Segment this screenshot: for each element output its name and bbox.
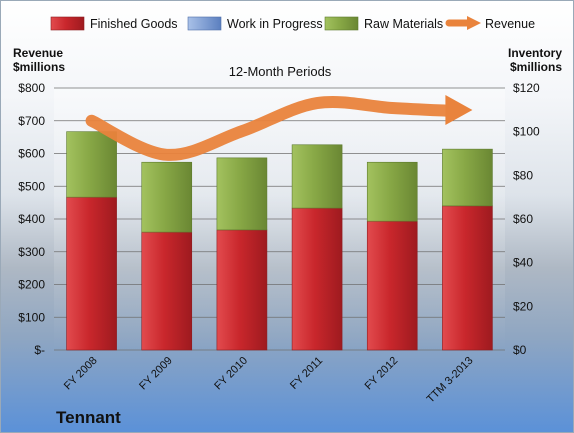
bar-finished-goods xyxy=(366,220,418,351)
right-tick-label: $40 xyxy=(513,256,533,270)
left-axis-ticks: $- $100 $200 $300 $400 $500 $600 $700 $800 xyxy=(18,81,45,357)
x-axis-ticks: FY 2008 FY 2009 FY 2010 FY 2011 FY 2012 TTM 3… xyxy=(62,355,476,406)
left-tick-label: $300 xyxy=(18,245,45,259)
left-tick-label: $700 xyxy=(18,114,45,128)
left-tick-label: $- xyxy=(34,343,45,357)
right-tick-label: $80 xyxy=(513,168,533,182)
legend-label-finished-goods: Finished Goods xyxy=(90,17,178,31)
x-tick-label: FY 2010 xyxy=(212,355,250,393)
left-tick-label: $200 xyxy=(18,278,45,292)
bar-finished-goods xyxy=(291,207,343,351)
left-tick-label: $500 xyxy=(18,179,45,193)
left-axis-title-line1: Revenue xyxy=(13,46,63,60)
x-tick-label: FY 2009 xyxy=(137,355,175,393)
x-tick-label: FY 2011 xyxy=(288,355,325,392)
legend-swatch-raw-materials xyxy=(324,16,359,31)
right-axis-title-line2: $millions xyxy=(510,60,562,74)
x-tick-label: FY 2008 xyxy=(62,355,100,393)
bar-finished-goods xyxy=(66,196,117,351)
chart-subtitle: 12-Month Periods xyxy=(229,64,332,79)
right-tick-label: $60 xyxy=(513,212,533,226)
revenue-line-group xyxy=(85,94,473,161)
bar-raw-materials xyxy=(216,157,268,231)
bar-raw-materials xyxy=(442,148,493,207)
bar-raw-materials xyxy=(366,161,418,222)
revenue-line-arrowhead xyxy=(445,94,473,125)
bars-group xyxy=(66,131,493,351)
bar-finished-goods xyxy=(442,205,493,351)
left-tick-label: $100 xyxy=(18,310,45,324)
bar-raw-materials xyxy=(291,144,343,209)
legend-swatch-work-in-progress xyxy=(187,16,222,31)
bar-raw-materials xyxy=(141,161,193,233)
right-axis-title-line1: Inventory xyxy=(508,46,562,60)
x-tick-label: FY 2012 xyxy=(363,355,401,393)
legend-swatch-finished-goods xyxy=(50,16,85,31)
right-tick-label: $120 xyxy=(513,81,540,95)
x-tick-label: TTM 3-2013 xyxy=(425,355,476,406)
left-axis-title-line2: $millions xyxy=(13,60,65,74)
legend-label-work-in-progress: Work in Progress xyxy=(227,17,323,31)
gridlines xyxy=(54,87,505,351)
company-name: Tennant xyxy=(56,408,121,427)
bar-finished-goods xyxy=(141,231,193,351)
left-tick-label: $800 xyxy=(18,81,45,95)
left-tick-label: $400 xyxy=(18,212,45,226)
right-tick-label: $20 xyxy=(513,299,533,313)
left-tick-label: $600 xyxy=(18,147,45,161)
right-tick-label: $100 xyxy=(513,125,540,139)
legend-label-raw-materials: Raw Materials xyxy=(364,17,443,31)
revenue-line xyxy=(85,95,458,161)
bar-finished-goods xyxy=(216,229,268,351)
legend: Finished Goods Work in Progress Raw Mate… xyxy=(50,16,535,31)
right-tick-label: $0 xyxy=(513,343,527,357)
legend-revenue-arrowhead xyxy=(467,16,481,30)
bar-raw-materials xyxy=(66,131,117,198)
right-axis-ticks: $0 $20 $40 $60 $80 $100 $120 xyxy=(513,81,540,357)
legend-label-revenue: Revenue xyxy=(485,17,535,31)
